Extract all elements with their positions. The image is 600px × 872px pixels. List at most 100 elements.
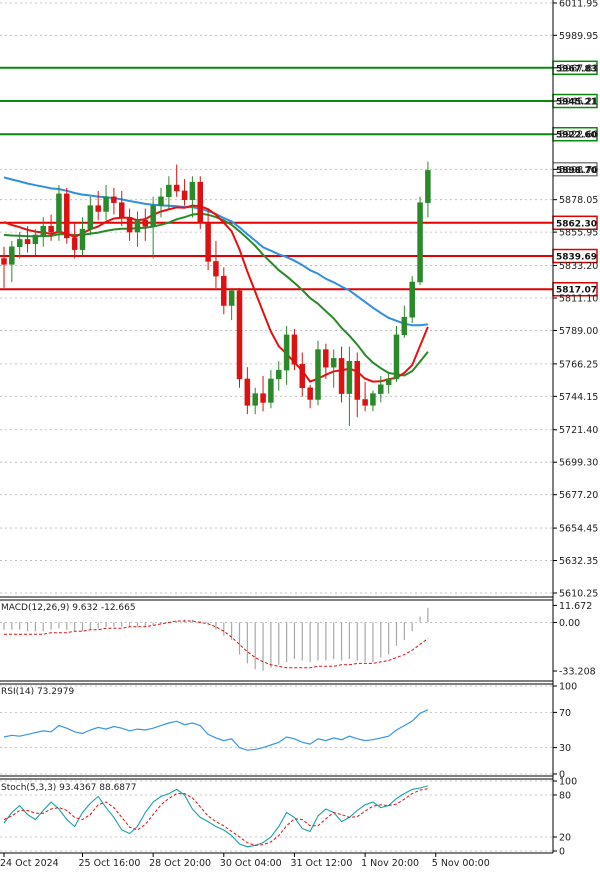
macd-label: MACD(12,26,9) 9.632 -12.665 bbox=[1, 603, 136, 613]
price-tick-label: 5721.40 bbox=[559, 425, 598, 436]
candle-body bbox=[346, 361, 353, 394]
candle bbox=[181, 179, 188, 206]
stoch-d-line bbox=[3, 788, 428, 846]
candle-body bbox=[228, 290, 235, 306]
time-tick-label: 24 Oct 2024 bbox=[0, 858, 59, 869]
candle-body bbox=[24, 239, 31, 245]
candle-body bbox=[32, 234, 39, 245]
candle bbox=[385, 373, 392, 394]
candle-body bbox=[315, 349, 321, 400]
candle-body bbox=[236, 290, 243, 380]
candle bbox=[370, 390, 376, 412]
candle bbox=[299, 352, 306, 397]
candle-body bbox=[260, 393, 266, 403]
candle bbox=[111, 187, 117, 215]
candle bbox=[32, 229, 39, 256]
rsi-line bbox=[3, 709, 429, 751]
candle-body bbox=[119, 202, 125, 218]
candle-body bbox=[307, 387, 313, 400]
candle-body bbox=[64, 193, 70, 239]
axis-tick-label: 11.672 bbox=[559, 601, 592, 612]
price-tick-label: 5898.70 bbox=[559, 165, 598, 176]
candle-body bbox=[425, 170, 431, 203]
candle-body bbox=[16, 239, 23, 247]
candle-body bbox=[291, 334, 298, 365]
candle bbox=[401, 305, 408, 338]
candle bbox=[48, 214, 54, 241]
candle-body bbox=[197, 181, 203, 224]
macd-axis: 11.672 0.00 -33.208 bbox=[553, 601, 596, 677]
time-axis: 24 Oct 2024 25 Oct 16:00 28 Oct 20:00 30 Oc… bbox=[0, 853, 490, 869]
candle-body bbox=[56, 193, 62, 233]
candle bbox=[1, 246, 7, 288]
candle-body bbox=[338, 358, 345, 394]
candle bbox=[228, 287, 235, 321]
macd-signal-line bbox=[4, 620, 429, 669]
candle bbox=[79, 217, 86, 256]
candle bbox=[330, 349, 337, 388]
candle-body bbox=[71, 237, 78, 250]
candle-body bbox=[401, 316, 408, 336]
candle bbox=[244, 367, 251, 415]
candle-body bbox=[142, 220, 149, 227]
candle-body bbox=[378, 384, 384, 394]
candle-body bbox=[189, 181, 196, 200]
macd-histogram bbox=[3, 607, 429, 671]
candle bbox=[213, 240, 219, 288]
candle bbox=[291, 328, 298, 371]
candle-body bbox=[87, 205, 94, 230]
price-tick-label: 5833.20 bbox=[559, 261, 598, 272]
candle-body bbox=[417, 202, 423, 283]
candle bbox=[362, 381, 368, 412]
candle-body bbox=[323, 349, 329, 368]
candle bbox=[338, 346, 345, 403]
candle bbox=[173, 164, 180, 197]
axis-tick-label: 70 bbox=[559, 708, 571, 719]
axis-tick-label: 80 bbox=[559, 791, 571, 802]
price-tick-label: 5922.60 bbox=[559, 130, 598, 141]
candle-body bbox=[173, 184, 180, 192]
candle bbox=[150, 196, 156, 259]
rsi-grid bbox=[0, 685, 553, 775]
candle-body bbox=[95, 205, 101, 212]
price-tick-label: 5744.15 bbox=[559, 392, 598, 403]
candle-body bbox=[166, 184, 172, 198]
price-tick-label: 5855.95 bbox=[559, 228, 598, 239]
time-tick-label: 5 Nov 00:00 bbox=[432, 858, 490, 869]
candle-body bbox=[79, 228, 86, 250]
candle bbox=[425, 161, 431, 218]
rsi-axis: 100 70 30 0 bbox=[553, 682, 577, 781]
candle bbox=[119, 190, 125, 227]
axis-tick-label: 0 bbox=[559, 847, 565, 858]
price-tick-label: 6011.95 bbox=[559, 0, 598, 10]
candle-body bbox=[385, 378, 392, 386]
candle-body bbox=[1, 258, 7, 265]
candle bbox=[197, 176, 203, 230]
candle bbox=[221, 267, 227, 315]
candle-body bbox=[330, 358, 337, 368]
candle-body bbox=[111, 196, 117, 203]
candle bbox=[126, 208, 133, 241]
level-tag-label: 5945.21 bbox=[556, 98, 597, 108]
candle-body bbox=[268, 378, 274, 403]
candle bbox=[103, 185, 109, 221]
time-tick-label: 31 Oct 12:00 bbox=[290, 858, 352, 869]
candle bbox=[346, 346, 353, 426]
level-tag-label: 5839.69 bbox=[556, 253, 597, 263]
price-tick-label: 5610.25 bbox=[559, 589, 598, 600]
price-tick-label: 5766.25 bbox=[559, 359, 598, 370]
candle-body bbox=[158, 196, 164, 206]
support-resistance-lines: 5967.83 5945.21 5922.60 5862.30 5839.69 5817.… bbox=[0, 60, 598, 297]
time-tick-label: 1 Nov 20:00 bbox=[361, 858, 419, 869]
time-tick-label: 25 Oct 16:00 bbox=[79, 858, 141, 869]
level-tag-label: 5922.60 bbox=[556, 131, 597, 141]
candle bbox=[268, 370, 274, 409]
candlesticks bbox=[1, 161, 431, 426]
candle bbox=[9, 240, 15, 282]
candle-body bbox=[283, 334, 290, 371]
candle-body bbox=[299, 363, 306, 388]
stoch-grid bbox=[0, 780, 553, 852]
axis-tick-label: -33.208 bbox=[559, 666, 596, 677]
axis-tick-label: 30 bbox=[559, 743, 571, 754]
price-tick-label: 5789.00 bbox=[559, 326, 598, 337]
